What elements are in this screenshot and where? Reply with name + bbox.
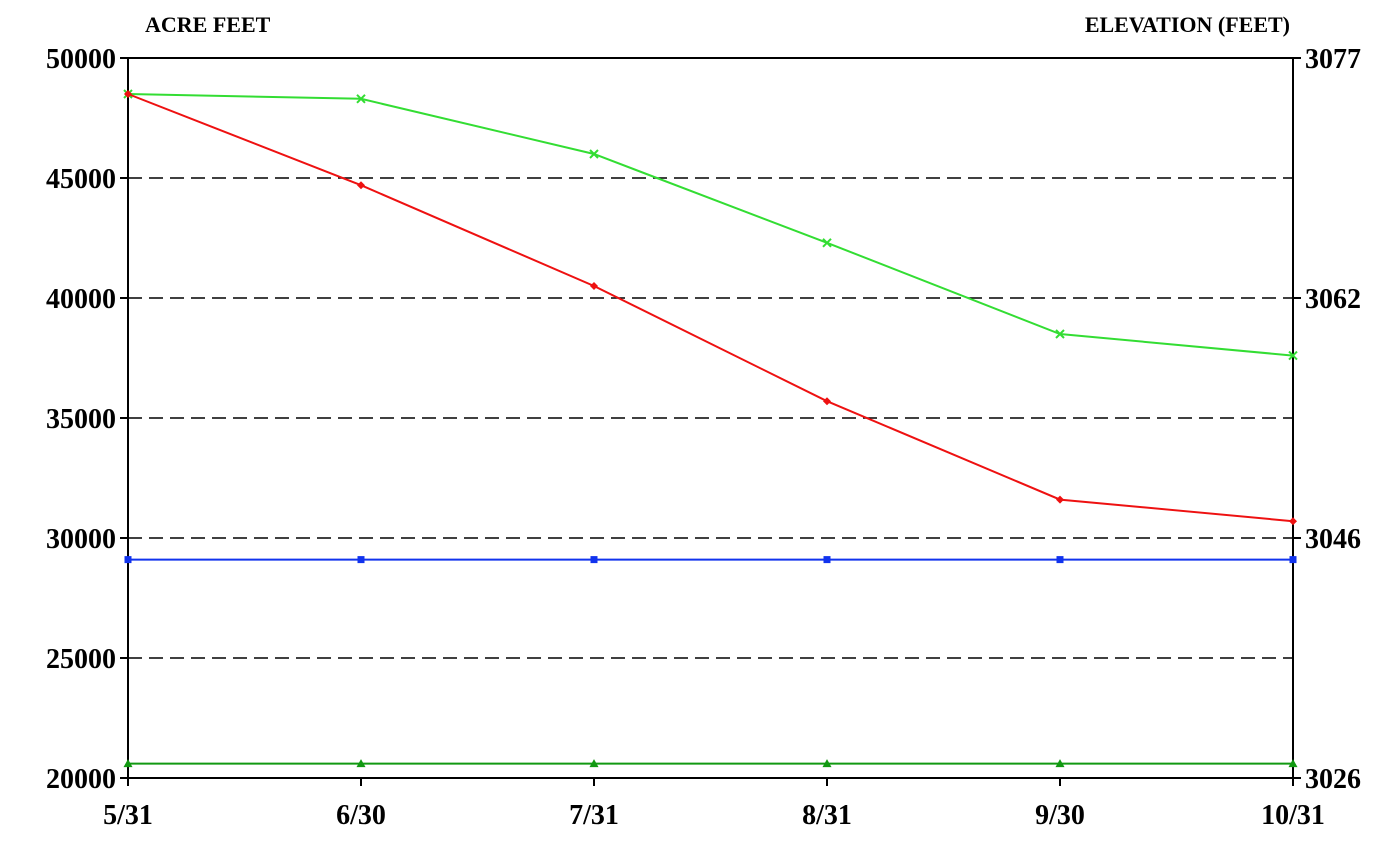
series-line [128,94,1293,356]
data-point [358,556,365,563]
x-tick-label: 9/30 [1035,800,1085,831]
series-3 [125,556,1297,563]
data-point [824,556,831,563]
data-point [1056,496,1064,504]
y-tick-label: 45000 [46,164,116,195]
right-tick-label: 3062 [1305,284,1361,315]
x-tick-label: 7/31 [569,800,619,831]
data-point [591,556,598,563]
data-point [823,397,831,405]
data-point [1057,556,1064,563]
data-point [125,556,132,563]
right-tick-label: 3046 [1305,524,1361,555]
x-tick-label: 6/30 [336,800,386,831]
series-line [128,94,1293,521]
right-tick-label: 3077 [1305,44,1361,75]
y-tick-label: 35000 [46,404,116,435]
series-1 [124,90,1297,360]
series-layer [124,90,1298,767]
y-tick-label: 50000 [46,44,116,75]
y-tick-label: 40000 [46,284,116,315]
y-tick-label: 30000 [46,524,116,555]
series-2 [124,90,1297,525]
data-point [1290,556,1297,563]
x-tick-label: 10/31 [1261,800,1325,831]
data-point [590,282,598,290]
tick-layer: 50000 45000 40000 35000 30000 25000 20000 3077 3… [46,44,1361,831]
y-tick-label: 25000 [46,644,116,675]
y-tick-label: 20000 [46,764,116,795]
x-tick-label: 8/31 [802,800,852,831]
grid-layer [128,178,1293,658]
data-point [357,181,365,189]
x-tick-label: 5/31 [103,800,153,831]
right-axis-title: ELEVATION (FEET) [1085,12,1290,37]
series-4 [124,759,1298,767]
left-axis-title: ACRE FEET [145,12,271,37]
data-point [1289,517,1297,525]
right-tick-label: 3026 [1305,764,1361,795]
